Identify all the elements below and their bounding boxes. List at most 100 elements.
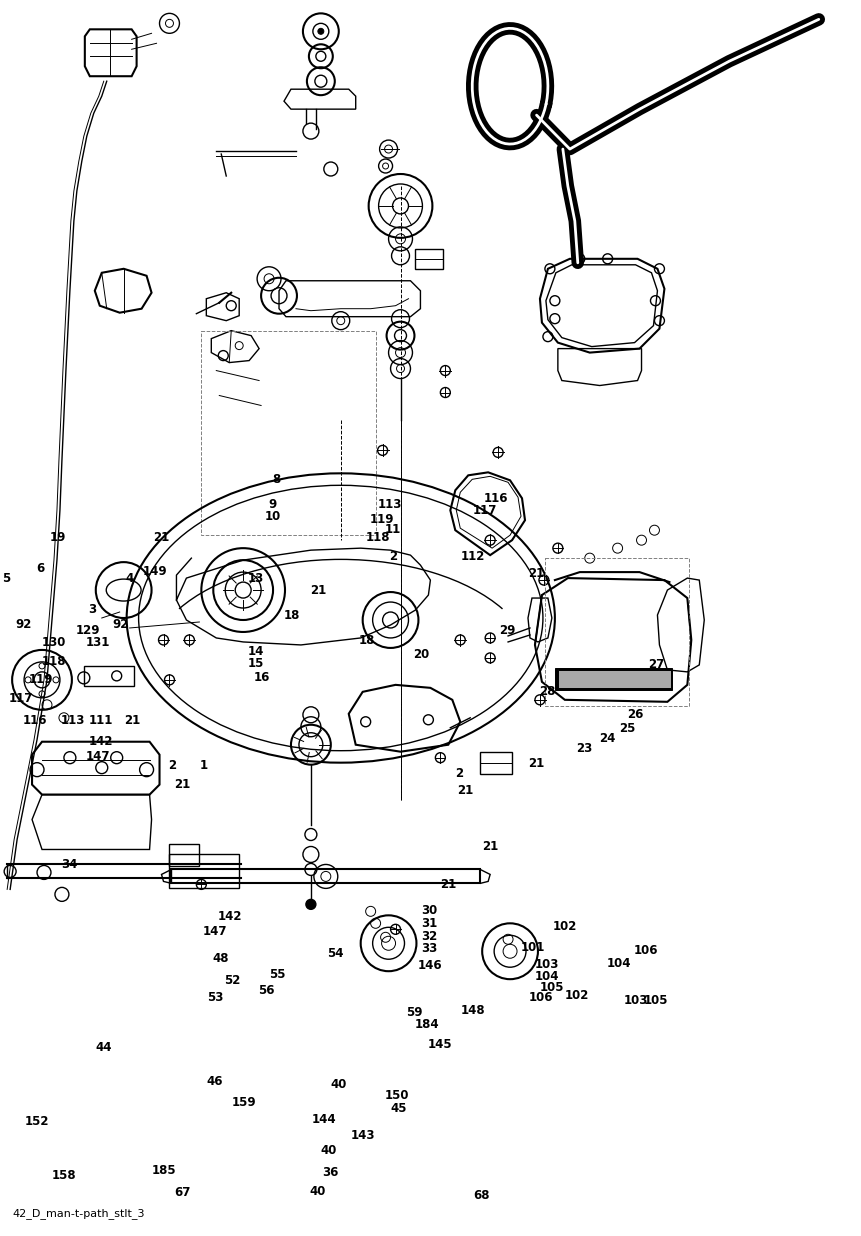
Text: 15: 15 bbox=[247, 658, 263, 670]
Text: 21: 21 bbox=[440, 878, 456, 891]
Text: 143: 143 bbox=[350, 1130, 375, 1142]
Bar bbox=[480, 751, 511, 774]
Text: 48: 48 bbox=[213, 952, 229, 965]
Text: 21: 21 bbox=[528, 567, 543, 580]
Text: 40: 40 bbox=[310, 1185, 325, 1198]
Text: 45: 45 bbox=[390, 1103, 406, 1115]
Text: 103: 103 bbox=[623, 994, 647, 1007]
Bar bbox=[170, 854, 238, 889]
Text: 42_D_man-t-path_stlt_3: 42_D_man-t-path_stlt_3 bbox=[12, 1208, 145, 1219]
Text: 9: 9 bbox=[268, 498, 276, 510]
Text: 21: 21 bbox=[174, 777, 190, 791]
Text: 68: 68 bbox=[473, 1189, 489, 1201]
Text: 104: 104 bbox=[535, 970, 559, 984]
Text: 27: 27 bbox=[647, 659, 664, 671]
Bar bbox=[554, 667, 672, 690]
Text: 142: 142 bbox=[89, 735, 113, 748]
Bar bbox=[544, 559, 689, 706]
Text: 21: 21 bbox=[152, 531, 169, 544]
Text: 14: 14 bbox=[247, 645, 263, 658]
Text: 2: 2 bbox=[168, 759, 176, 772]
Text: 52: 52 bbox=[224, 974, 240, 988]
Text: 113: 113 bbox=[60, 714, 84, 727]
Text: 16: 16 bbox=[253, 671, 269, 684]
Text: 18: 18 bbox=[284, 609, 300, 622]
Text: 20: 20 bbox=[412, 649, 429, 661]
Text: 92: 92 bbox=[112, 618, 128, 630]
Text: 36: 36 bbox=[321, 1167, 338, 1179]
Text: 25: 25 bbox=[618, 723, 635, 735]
Text: 117: 117 bbox=[9, 692, 34, 705]
Text: 4: 4 bbox=[125, 572, 133, 585]
Text: 149: 149 bbox=[143, 565, 167, 577]
Circle shape bbox=[34, 672, 50, 688]
Text: 145: 145 bbox=[427, 1038, 452, 1051]
Text: 102: 102 bbox=[565, 989, 589, 1002]
Text: 102: 102 bbox=[552, 920, 576, 933]
Text: 21: 21 bbox=[457, 784, 474, 797]
Text: 159: 159 bbox=[232, 1096, 257, 1109]
Text: 31: 31 bbox=[421, 917, 437, 931]
Bar bbox=[415, 248, 443, 268]
Text: 67: 67 bbox=[174, 1187, 190, 1199]
Text: 2: 2 bbox=[455, 766, 462, 780]
Text: 150: 150 bbox=[384, 1089, 409, 1101]
Text: 152: 152 bbox=[24, 1115, 49, 1127]
Text: 40: 40 bbox=[319, 1145, 336, 1157]
Text: 13: 13 bbox=[247, 572, 263, 585]
Text: 54: 54 bbox=[326, 947, 343, 960]
Text: 144: 144 bbox=[312, 1114, 336, 1126]
Text: 105: 105 bbox=[643, 994, 668, 1007]
Text: 142: 142 bbox=[217, 910, 242, 923]
Text: 147: 147 bbox=[202, 925, 227, 938]
Text: 119: 119 bbox=[28, 674, 53, 686]
Text: 113: 113 bbox=[378, 498, 402, 510]
Text: 10: 10 bbox=[264, 510, 281, 523]
Circle shape bbox=[318, 28, 324, 35]
Circle shape bbox=[306, 900, 315, 910]
Text: 184: 184 bbox=[414, 1018, 439, 1032]
Text: 119: 119 bbox=[369, 513, 393, 525]
Text: 185: 185 bbox=[151, 1164, 176, 1177]
Text: 2: 2 bbox=[388, 550, 396, 562]
Bar bbox=[201, 331, 375, 535]
Text: 111: 111 bbox=[89, 714, 113, 727]
Text: 118: 118 bbox=[41, 655, 65, 667]
Text: 56: 56 bbox=[258, 984, 275, 997]
Text: 92: 92 bbox=[15, 618, 32, 630]
Text: 26: 26 bbox=[627, 708, 643, 721]
Text: 23: 23 bbox=[575, 743, 592, 755]
Text: 106: 106 bbox=[529, 991, 553, 1005]
Text: 11: 11 bbox=[384, 523, 400, 535]
Text: 53: 53 bbox=[207, 991, 223, 1005]
Text: 30: 30 bbox=[421, 904, 437, 917]
Text: 29: 29 bbox=[499, 624, 515, 637]
Text: 44: 44 bbox=[95, 1041, 112, 1053]
Text: 18: 18 bbox=[358, 634, 375, 646]
Bar bbox=[171, 869, 480, 884]
Text: 116: 116 bbox=[22, 714, 47, 727]
Text: 118: 118 bbox=[366, 531, 390, 544]
Text: 6: 6 bbox=[37, 562, 45, 575]
Text: 40: 40 bbox=[330, 1078, 346, 1090]
Text: 21: 21 bbox=[528, 756, 543, 770]
Text: 148: 148 bbox=[460, 1004, 485, 1017]
Text: 24: 24 bbox=[598, 733, 615, 745]
Text: 21: 21 bbox=[310, 585, 325, 597]
Text: 106: 106 bbox=[633, 944, 658, 958]
Bar bbox=[170, 844, 199, 866]
Bar bbox=[557, 670, 671, 688]
Text: 101: 101 bbox=[520, 941, 544, 954]
Text: 21: 21 bbox=[481, 839, 498, 853]
Bar bbox=[84, 666, 133, 686]
Text: 105: 105 bbox=[539, 981, 563, 995]
Text: 8: 8 bbox=[272, 473, 281, 487]
Text: 33: 33 bbox=[421, 942, 437, 955]
Text: 34: 34 bbox=[61, 858, 77, 871]
Text: 116: 116 bbox=[483, 492, 507, 504]
Text: 1: 1 bbox=[200, 759, 208, 772]
Text: 28: 28 bbox=[538, 686, 554, 698]
Text: 55: 55 bbox=[269, 968, 285, 981]
Text: 3: 3 bbox=[88, 603, 96, 616]
Text: 129: 129 bbox=[76, 624, 100, 637]
